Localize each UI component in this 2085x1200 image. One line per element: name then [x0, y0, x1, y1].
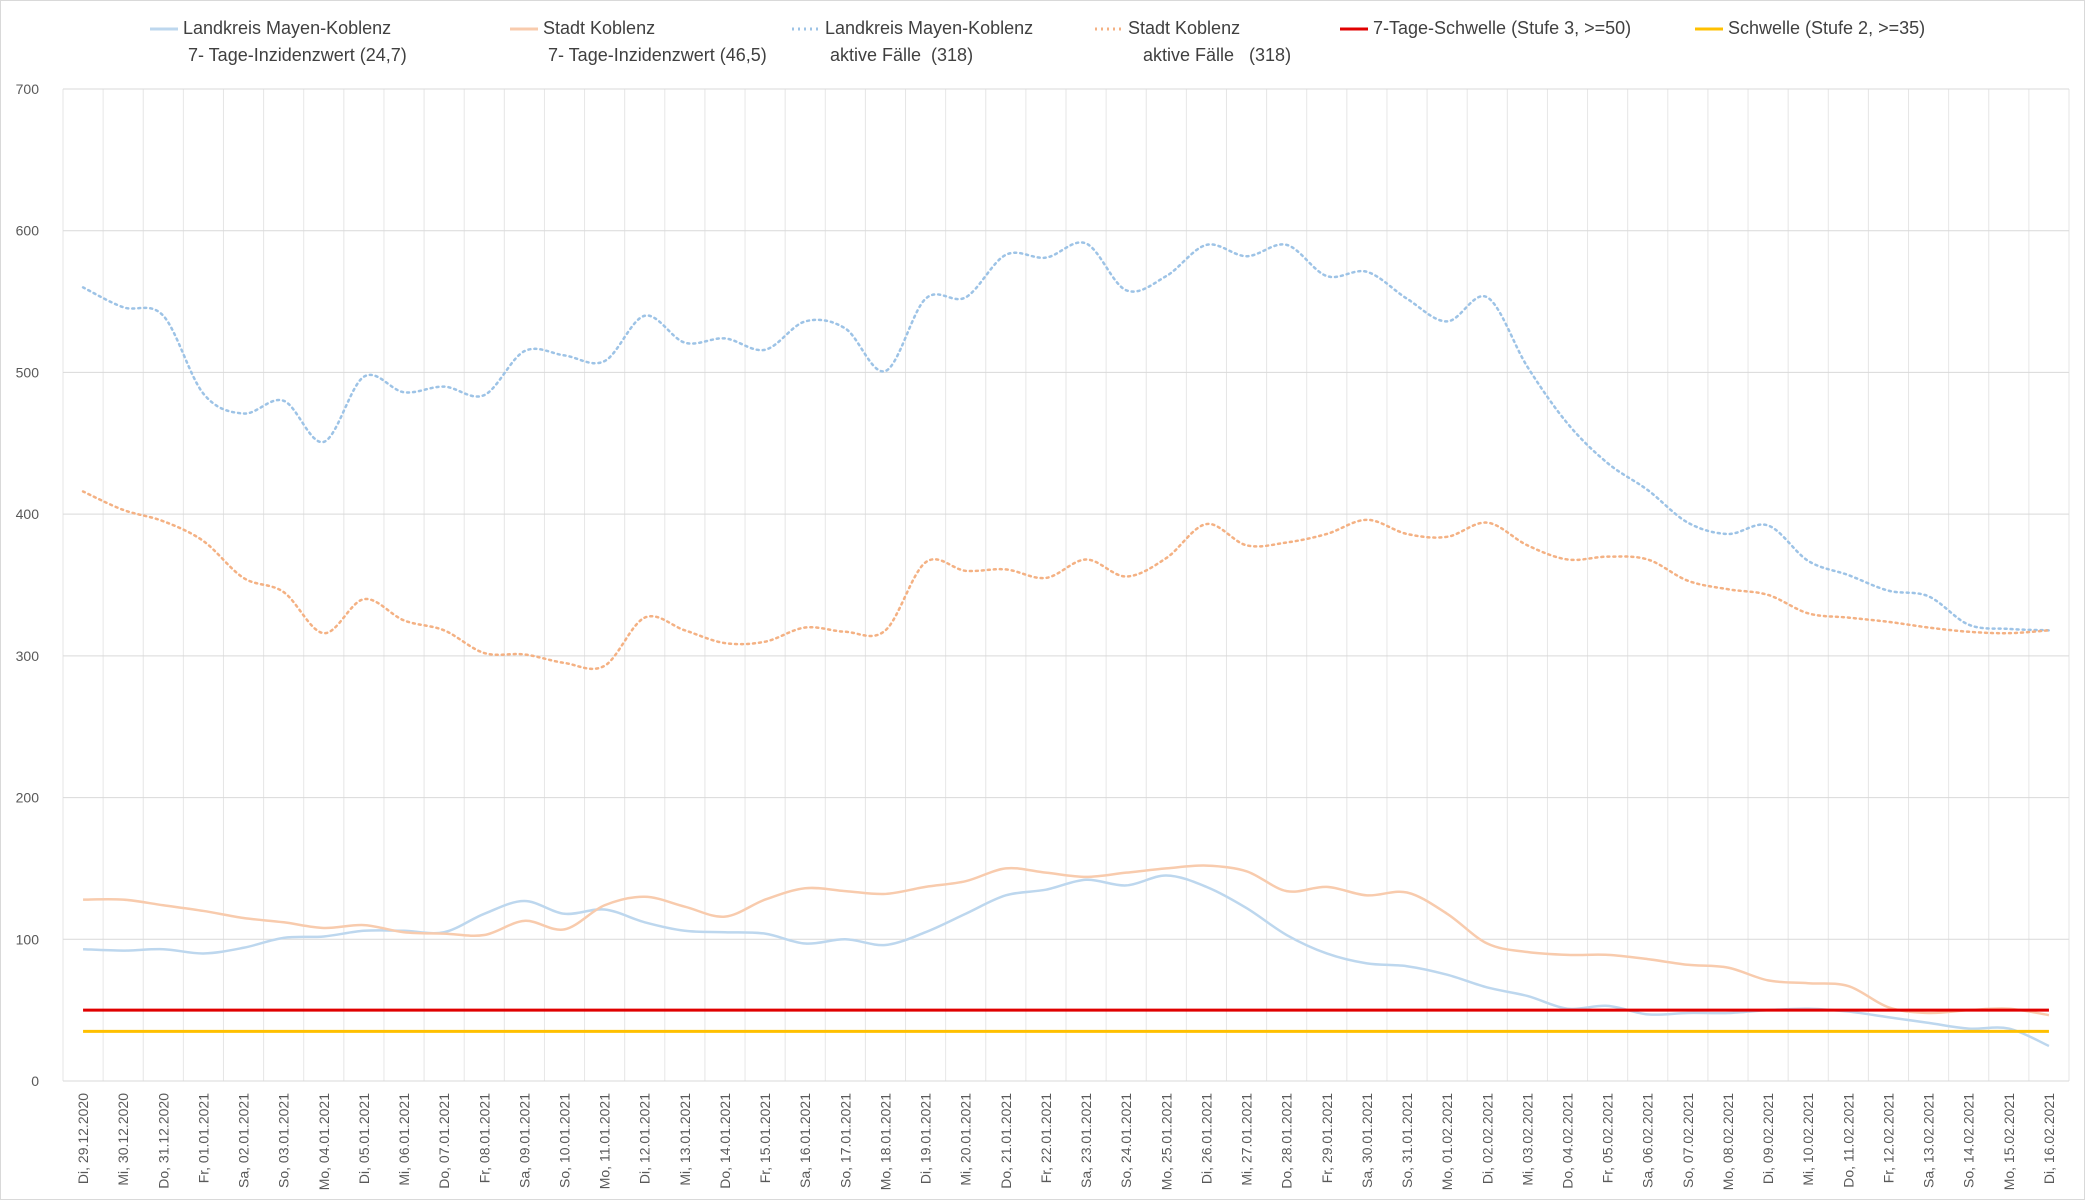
y-tick-label: 500	[16, 364, 40, 380]
legend-label: 7-Tage-Schwelle (Stufe 3, >=50)	[1373, 18, 1632, 38]
x-tick-label: Mo, 11.01.2021	[597, 1093, 613, 1189]
x-tick-label: Fr, 01.01.2021	[195, 1093, 211, 1184]
x-tick-label: Mo, 25.01.2021	[1158, 1093, 1174, 1191]
x-tick-label: So, 07.02.2021	[1680, 1093, 1696, 1188]
y-tick-label: 700	[16, 81, 40, 97]
x-tick-label: Sa, 13.02.2021	[1921, 1093, 1937, 1188]
legend-swatch	[150, 27, 178, 31]
x-tick-label: Di, 05.01.2021	[356, 1093, 372, 1184]
legend-swatch	[510, 27, 538, 31]
legend-label: Landkreis Mayen-Koblenz 7- Tage-Inzidenz…	[183, 18, 407, 65]
x-tick-label: Di, 29.12.2020	[75, 1093, 91, 1184]
legend-label: Stadt Koblenz 7- Tage-Inzidenzwert (46,5…	[543, 18, 767, 65]
x-tick-label: So, 31.01.2021	[1399, 1093, 1415, 1188]
x-tick-label: Do, 04.02.2021	[1560, 1093, 1576, 1189]
x-tick-label: Sa, 02.01.2021	[236, 1093, 252, 1188]
x-tick-label: So, 14.02.2021	[1961, 1093, 1977, 1188]
series-line	[83, 874, 2050, 1048]
series-line	[83, 864, 2050, 1017]
x-tick-label: Mo, 15.02.2021	[2001, 1093, 2017, 1191]
legend-label: Schwelle (Stufe 2, >=35)	[1728, 18, 1926, 38]
x-tick-label: Di, 19.01.2021	[918, 1093, 934, 1184]
x-tick-label: Mo, 04.01.2021	[316, 1093, 332, 1191]
x-tick-label: Mo, 08.02.2021	[1720, 1093, 1736, 1191]
x-tick-label: Mo, 01.02.2021	[1439, 1093, 1455, 1191]
y-tick-label: 100	[16, 931, 40, 947]
x-tick-label: Do, 21.01.2021	[998, 1093, 1014, 1189]
x-tick-label: Mi, 03.02.2021	[1519, 1093, 1535, 1186]
x-tick-label: Fr, 05.02.2021	[1600, 1093, 1616, 1184]
legend-label: Stadt Koblenz aktive Fälle (318)	[1128, 18, 1292, 65]
x-tick-label: Do, 31.12.2020	[155, 1093, 171, 1189]
x-tick-label: So, 03.01.2021	[276, 1093, 292, 1188]
series-line	[81, 241, 2051, 632]
x-tick-label: Do, 11.02.2021	[1840, 1093, 1856, 1188]
x-tick-label: Di, 12.01.2021	[637, 1093, 653, 1184]
x-tick-label: Mi, 30.12.2020	[115, 1093, 131, 1186]
legend-swatch	[1695, 27, 1723, 31]
x-tick-label: Sa, 16.01.2021	[797, 1093, 813, 1188]
x-tick-label: Sa, 23.01.2021	[1078, 1093, 1094, 1188]
x-tick-label: Mi, 06.01.2021	[396, 1093, 412, 1186]
x-tick-label: Do, 28.01.2021	[1279, 1093, 1295, 1189]
x-tick-label: Sa, 30.01.2021	[1359, 1093, 1375, 1188]
legend-item: Stadt Koblenz 7- Tage-Inzidenzwert (46,5…	[509, 15, 767, 69]
legend-item: Schwelle (Stufe 2, >=35)	[1694, 15, 1925, 42]
legend-item: Landkreis Mayen-Koblenz aktive Fälle (31…	[791, 15, 1033, 69]
x-tick-label: Mi, 13.01.2021	[677, 1093, 693, 1186]
x-tick-label: Di, 02.02.2021	[1479, 1093, 1495, 1184]
x-tick-label: Di, 09.02.2021	[1760, 1093, 1776, 1184]
x-tick-label: So, 10.01.2021	[557, 1093, 573, 1188]
x-tick-label: Mi, 27.01.2021	[1239, 1093, 1255, 1186]
x-tick-label: Fr, 22.01.2021	[1038, 1093, 1054, 1184]
x-tick-label: So, 17.01.2021	[837, 1093, 853, 1188]
legend-label: Landkreis Mayen-Koblenz aktive Fälle (31…	[825, 18, 1034, 65]
legend: Landkreis Mayen-Koblenz 7- Tage-Inzidenz…	[1, 1, 2084, 81]
legend-item: Landkreis Mayen-Koblenz 7- Tage-Inzidenz…	[149, 15, 407, 69]
y-tick-label: 400	[16, 506, 40, 522]
x-tick-label: Mo, 18.01.2021	[877, 1093, 893, 1191]
x-tick-label: Mi, 20.01.2021	[958, 1093, 974, 1186]
x-tick-label: Do, 14.01.2021	[717, 1093, 733, 1189]
legend-swatch	[1340, 27, 1368, 31]
y-tick-label: 200	[16, 790, 40, 806]
x-tick-label: Mi, 10.02.2021	[1800, 1093, 1816, 1186]
x-tick-label: So, 24.01.2021	[1118, 1093, 1134, 1188]
x-tick-label: Fr, 29.01.2021	[1319, 1093, 1335, 1184]
legend-swatch	[1095, 27, 1123, 31]
x-tick-label: Fr, 15.01.2021	[757, 1093, 773, 1184]
legend-item: Stadt Koblenz aktive Fälle (318)	[1094, 15, 1291, 69]
x-tick-label: Sa, 06.02.2021	[1640, 1093, 1656, 1188]
x-tick-label: Do, 07.01.2021	[436, 1093, 452, 1189]
legend-swatch	[792, 27, 820, 31]
legend-item: 7-Tage-Schwelle (Stufe 3, >=50)	[1339, 15, 1631, 42]
x-tick-label: Fr, 08.01.2021	[476, 1093, 492, 1184]
x-tick-label: Fr, 12.02.2021	[1880, 1093, 1896, 1184]
y-tick-label: 600	[16, 223, 40, 239]
x-tick-label: Di, 16.02.2021	[2041, 1093, 2057, 1184]
y-tick-label: 0	[31, 1073, 39, 1089]
series-line	[81, 490, 2051, 671]
x-tick-label: Di, 26.01.2021	[1198, 1093, 1214, 1184]
y-tick-label: 300	[16, 648, 40, 664]
x-tick-label: Sa, 09.01.2021	[516, 1093, 532, 1188]
